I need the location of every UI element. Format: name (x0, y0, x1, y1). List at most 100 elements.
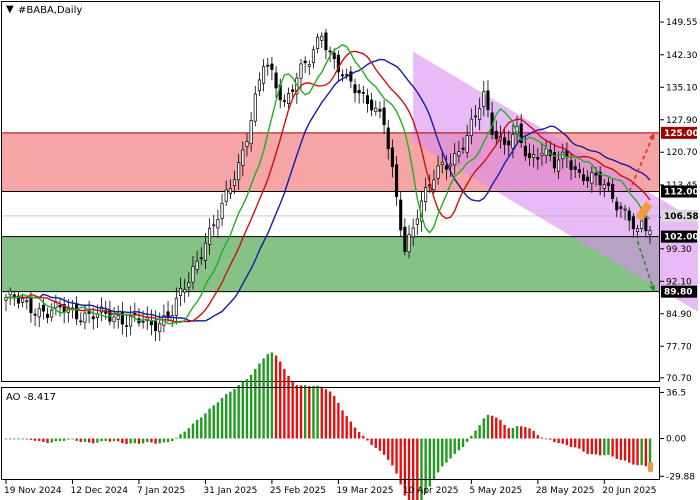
ao-bar (270, 352, 274, 439)
candle-body (262, 66, 266, 84)
candle-body (382, 107, 386, 126)
ao-bar (553, 438, 556, 443)
candle-body (178, 288, 183, 296)
ao-bar (258, 363, 261, 439)
candle-body (75, 304, 79, 320)
ao-bar (62, 438, 66, 441)
candle-body (112, 316, 116, 323)
candle-body (25, 300, 29, 303)
candle-body (590, 172, 594, 184)
candle-body (365, 95, 370, 104)
ao-bar (603, 438, 606, 456)
ao-bar (208, 408, 211, 439)
candle-body (411, 227, 415, 238)
price-tick-label: 149.55 (666, 18, 698, 28)
ao-bar (274, 355, 278, 439)
ao-bar (146, 438, 149, 443)
candle-body (494, 130, 498, 140)
ao-bar (515, 426, 519, 439)
ao-bar (449, 438, 452, 459)
symbol-title: #BABA,Daily (18, 5, 82, 16)
ao-bar (17, 438, 20, 440)
candle-body (469, 118, 473, 136)
candle-body (170, 315, 174, 322)
ao-bar (112, 438, 116, 442)
ao-bar (387, 438, 390, 460)
ao-bar (320, 386, 323, 439)
candle-body (332, 52, 336, 60)
ao-bar (71, 438, 74, 440)
candle-body (557, 159, 561, 172)
candle-body (532, 154, 536, 158)
ao-bar (540, 437, 544, 439)
time-tick-label: 28 May 2025 (536, 486, 595, 496)
candle-body (124, 325, 129, 327)
candle-body (540, 153, 544, 156)
candle-body (220, 202, 224, 219)
ao-bar (395, 438, 398, 474)
ao-bar (362, 435, 365, 439)
ao-bar (470, 435, 473, 439)
candle-body (345, 73, 349, 76)
candle-body (349, 71, 353, 82)
ao-bar (382, 438, 386, 455)
ao-bar (474, 430, 477, 439)
ao-bar (150, 438, 153, 443)
ao-bar (648, 438, 652, 466)
ao-bar (407, 438, 411, 500)
candle-body (374, 107, 378, 113)
ao-bar (121, 438, 124, 444)
ao-indicator-label: AO -8.417 (6, 392, 56, 403)
candle-body (544, 148, 548, 156)
candle-body (303, 60, 307, 64)
candle-body (340, 74, 345, 77)
candle-body (619, 206, 623, 209)
ao-bar (216, 402, 220, 439)
ao-bar (187, 428, 191, 439)
ao-bar (578, 438, 581, 449)
candle-body (282, 100, 286, 102)
ao-bar (607, 438, 610, 455)
candle-body (129, 315, 133, 327)
candle-body (241, 149, 245, 166)
ao-bar (308, 386, 311, 439)
scenario-down-arrowhead (649, 284, 656, 292)
candle-body (50, 309, 54, 318)
ao-bar (254, 368, 257, 439)
ao-bar (299, 385, 303, 439)
candle-body (594, 172, 598, 176)
ao-bar (582, 438, 585, 452)
ao-bar (237, 385, 240, 439)
ao-bar (623, 438, 627, 461)
ao-bar (108, 438, 112, 442)
candle-body (212, 224, 216, 227)
ao-bar (262, 358, 265, 439)
ao-bar (83, 438, 87, 442)
candle-body (390, 147, 394, 168)
ao-bar (636, 438, 639, 466)
ao-bar (445, 438, 448, 463)
candle-body (503, 137, 507, 145)
ao-pane-frame (1, 387, 660, 480)
price-tick-label: 99.30 (666, 245, 692, 255)
candle-body (8, 290, 12, 296)
ao-bar (25, 438, 28, 440)
level-tag-bg (661, 126, 697, 139)
time-tick-label: 25 Feb 2025 (270, 486, 326, 496)
ao-bar (644, 438, 648, 467)
ao-bar (349, 421, 353, 439)
candle-body (465, 135, 469, 153)
candle-body (33, 313, 37, 316)
candle-body (21, 298, 25, 303)
moving-averages-layer (6, 44, 651, 325)
ao-bar (528, 428, 531, 439)
candle-body (154, 321, 158, 331)
candle-body (249, 119, 253, 145)
candle-body (453, 153, 457, 166)
ao-bar (96, 438, 99, 443)
ao-bar (391, 438, 394, 466)
candle-body (432, 179, 436, 190)
candle-body (183, 289, 187, 293)
candle-body (274, 72, 278, 89)
levels-layer (2, 132, 660, 293)
